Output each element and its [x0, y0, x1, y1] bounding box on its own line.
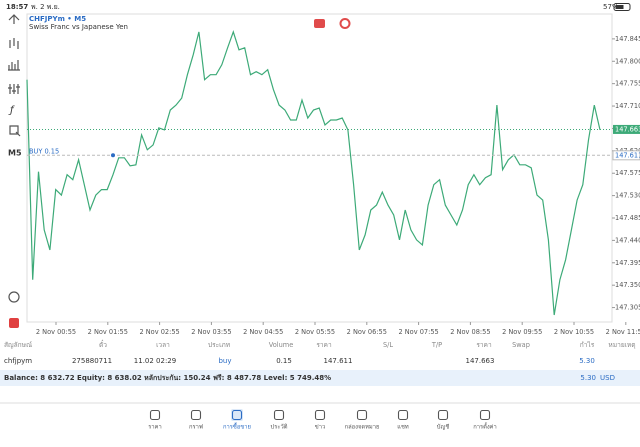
nav-label[interactable]: กราฟ: [189, 424, 203, 431]
nav-label[interactable]: แชท: [397, 424, 409, 431]
nav-label[interactable]: กล่องจดหมาย: [345, 424, 380, 431]
x-tick-label: 2 Nov 03:55: [191, 328, 231, 336]
nav-icon[interactable]: [314, 409, 326, 421]
tool-icon[interactable]: [8, 84, 20, 94]
total-profit: 5.30: [580, 374, 596, 382]
position-price-label: 147.611: [615, 151, 640, 159]
chart-subtitle: Swiss Franc vs Japanese Yen: [29, 23, 128, 31]
left-toolbar: ƒ M5: [8, 14, 22, 328]
y-tick-label: 147.755: [615, 80, 640, 88]
y-tick-label: 147.575: [615, 169, 640, 177]
current-price-label: 147.663: [615, 125, 640, 133]
status-time: 18:57: [6, 3, 28, 11]
y-tick-label: 147.350: [615, 281, 640, 289]
tool-icon[interactable]: [8, 291, 20, 303]
y-tick-label: 147.800: [615, 57, 640, 65]
y-tick-label: 147.845: [615, 35, 640, 43]
chart-icon[interactable]: [314, 19, 325, 28]
balance-text: Balance: 8 632.72 Equity: 8 638.02 หลักป…: [4, 374, 331, 382]
table-header: สัญลักษณ์: [4, 341, 32, 349]
nav-label[interactable]: ประวัติ: [271, 423, 288, 431]
y-tick-label: 147.485: [615, 214, 640, 222]
nav-icon-bg: [231, 409, 243, 421]
table-header: เวลา: [156, 341, 170, 349]
table-cell: chfjpym: [4, 357, 32, 365]
table-header: Volume: [269, 341, 294, 349]
current-price-box: [613, 124, 640, 134]
table-header: S/L: [383, 341, 393, 349]
status-battery: 57%: [603, 3, 619, 11]
nav-icon[interactable]: [149, 409, 161, 421]
x-tick-label: 2 Nov 09:55: [502, 328, 542, 336]
entry-marker: [111, 153, 115, 158]
tool-icon[interactable]: [8, 60, 20, 71]
nav-label[interactable]: ราคา: [148, 424, 162, 431]
table-cell: 275880711: [72, 357, 112, 365]
x-tick-label: 2 Nov 11:55: [606, 328, 640, 336]
nav-icon[interactable]: [437, 409, 449, 421]
price-line: [26, 30, 601, 316]
x-tick-label: 2 Nov 01:55: [88, 328, 128, 336]
nav-icon[interactable]: [231, 409, 243, 421]
battery-icon: [613, 3, 631, 11]
table-header: Swap: [512, 341, 530, 349]
x-tick-label: 2 Nov 05:55: [295, 328, 335, 336]
x-tick-label: 2 Nov 08:55: [450, 328, 490, 336]
plot-frame: [26, 13, 613, 323]
table-header: T/P: [431, 341, 442, 349]
chart-title: CHFJPYm • M5: [29, 15, 86, 23]
nav-label[interactable]: ข่าว: [315, 424, 325, 431]
table-cell: 147.611: [324, 357, 353, 365]
table-cell: 11.02 02:29: [134, 357, 176, 365]
balance-bar: [0, 370, 640, 386]
table-header: กำไร: [580, 341, 595, 349]
y-tick-label: 147.305: [615, 304, 640, 312]
nav-label[interactable]: การตั้งค่า: [473, 422, 497, 431]
x-tick-label: 2 Nov 06:55: [347, 328, 387, 336]
table-cell: 5.30: [579, 357, 595, 365]
nav-label[interactable]: การซื้อขาย: [223, 422, 251, 431]
y-tick-label: 147.710: [615, 102, 640, 110]
nav-icon[interactable]: [397, 409, 409, 421]
x-tick-label: 2 Nov 04:55: [243, 328, 283, 336]
nav-icon[interactable]: [479, 409, 491, 421]
tool-icon[interactable]: ƒ: [8, 105, 15, 116]
x-tick-label: 2 Nov 00:55: [36, 328, 76, 336]
table-header: ประเภท: [208, 341, 230, 349]
table-cell: 0.15: [276, 357, 292, 365]
chart: CHFJPYm • M5 Swiss Franc vs Japanese Yen: [26, 13, 613, 323]
table-cell: 147.663: [466, 357, 495, 365]
nav-icon[interactable]: [190, 409, 202, 421]
battery-level: [615, 5, 624, 9]
x-tick-label: 2 Nov 07:55: [398, 328, 438, 336]
nav-icon[interactable]: [273, 409, 285, 421]
table-cell: buy: [218, 357, 231, 365]
table-header: ตั๋ว: [99, 340, 107, 349]
tool-icon[interactable]: [8, 14, 20, 24]
currency: USD: [600, 374, 615, 382]
position-label: BUY 0.15: [29, 147, 59, 155]
y-tick-label: 147.440: [615, 236, 640, 244]
tool-icon[interactable]: [9, 318, 19, 328]
table-header: ราคา: [316, 341, 332, 349]
positions-table: Balance: 8 632.72 Equity: 8 638.02 หลักป…: [0, 370, 640, 404]
y-tick-label: 147.395: [615, 259, 640, 267]
y-tick-label: 147.530: [615, 192, 640, 200]
tool-icon[interactable]: [9, 125, 21, 137]
nav-label[interactable]: บัญชี: [437, 423, 450, 431]
status-date: พ. 2 พ.ย.: [31, 3, 60, 11]
chart-icon[interactable]: [339, 18, 351, 29]
table-header: ราคา: [476, 341, 492, 349]
tool-icon[interactable]: [9, 38, 19, 49]
timeframe[interactable]: M5: [8, 149, 22, 158]
position-price-box: [612, 150, 640, 161]
x-tick-label: 2 Nov 10:55: [554, 328, 594, 336]
table-header: หมายเหตุ: [608, 341, 635, 349]
nav-icon[interactable]: [356, 409, 368, 421]
x-tick-label: 2 Nov 02:55: [139, 328, 179, 336]
